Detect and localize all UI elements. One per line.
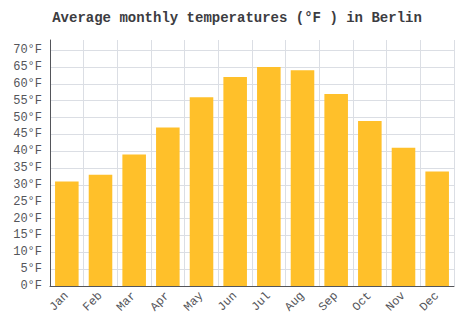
svg-text:65°F: 65°F [13,60,42,74]
svg-text:70°F: 70°F [13,43,42,57]
svg-text:10°F: 10°F [13,245,42,259]
svg-text:Sep: Sep [316,289,341,314]
svg-text:45°F: 45°F [13,127,42,141]
svg-text:Dec: Dec [417,289,442,314]
svg-text:Apr: Apr [148,289,173,314]
svg-text:15°F: 15°F [13,228,42,242]
svg-text:0°F: 0°F [20,279,42,293]
svg-text:Oct: Oct [350,289,375,314]
svg-text:Aug: Aug [282,289,307,314]
svg-text:Jul: Jul [249,289,274,314]
svg-text:20°F: 20°F [13,212,42,226]
svg-text:Mar: Mar [114,289,139,314]
svg-text:60°F: 60°F [13,77,42,91]
svg-text:30°F: 30°F [13,178,42,192]
svg-text:Jun: Jun [215,289,240,314]
svg-text:Average monthly temperatures (: Average monthly temperatures (°F ) in Be… [52,10,422,26]
svg-text:Feb: Feb [80,289,105,314]
svg-text:35°F: 35°F [13,161,42,175]
svg-text:50°F: 50°F [13,111,42,125]
svg-text:25°F: 25°F [13,195,42,209]
svg-text:5°F: 5°F [20,262,42,276]
svg-text:Nov: Nov [383,289,408,314]
svg-text:55°F: 55°F [13,94,42,108]
svg-text:Jan: Jan [47,289,72,314]
svg-text:May: May [181,289,206,314]
svg-text:40°F: 40°F [13,144,42,158]
